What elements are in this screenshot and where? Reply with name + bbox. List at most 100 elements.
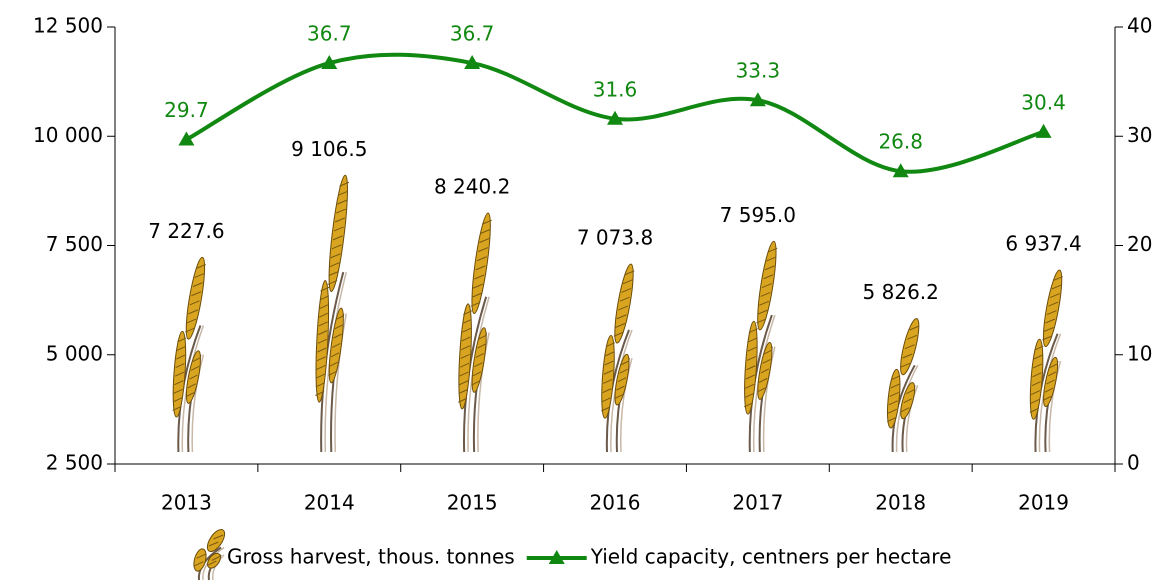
wheat-grain (194, 561, 204, 567)
wheat-grain (316, 356, 327, 362)
data-label: 36.7 (450, 22, 495, 46)
wheat-ear (328, 174, 348, 293)
bar (315, 174, 350, 453)
wheat-grain (619, 368, 628, 374)
wheat-ear (206, 528, 226, 553)
wheat-grain (745, 374, 755, 380)
wheat-grain (173, 388, 183, 394)
wheat-grain (471, 292, 482, 298)
wheat-grain (886, 417, 897, 423)
data-label: 9 106.5 (291, 137, 367, 161)
wheat-grain (615, 323, 626, 328)
wheat-grain (194, 273, 205, 279)
wheat-grain (760, 291, 771, 297)
wheat-ear (614, 263, 634, 344)
wheat-stalk (334, 313, 348, 453)
wheat-grain (621, 360, 630, 366)
wheat-grain (748, 328, 758, 334)
data-label: 7 595.0 (720, 203, 796, 227)
wheat-ear (471, 212, 491, 314)
wheat-grain (1032, 372, 1042, 378)
wheat-ear (471, 327, 487, 393)
marker (1035, 123, 1052, 138)
wheat-grain (1048, 301, 1059, 307)
wheat-grain (616, 385, 625, 391)
y-tick-label: 7 500 (46, 232, 103, 256)
wheat-grain (481, 219, 492, 225)
wheat-grain (476, 256, 487, 262)
wheat-grain (760, 368, 770, 374)
wheat-grain (330, 253, 341, 259)
data-label: 29.7 (164, 98, 209, 122)
marker (178, 131, 195, 146)
wheat-grain (1051, 284, 1062, 290)
y-tick-label: 5 000 (46, 341, 103, 365)
wheat-grain (319, 304, 329, 309)
wheat-grain (616, 314, 627, 320)
x-tick-label: 2017 (732, 491, 783, 515)
wheat-grain (315, 373, 326, 379)
wheat-grain (890, 383, 900, 389)
wheat-grain (756, 318, 767, 324)
wheat-ear (207, 552, 221, 569)
wheat-grain (605, 342, 615, 348)
wheat-grain (184, 327, 195, 333)
x-tick-label: 2019 (1018, 491, 1069, 515)
wheat-grain (472, 371, 482, 377)
wheat-grain (317, 338, 327, 344)
wheat-grain (604, 360, 614, 366)
wheat-grain (460, 362, 470, 368)
wheat-grain (761, 283, 772, 289)
marker (464, 55, 481, 70)
wheat-grain (478, 334, 487, 340)
wheat-grain (319, 295, 330, 301)
marker (321, 55, 338, 70)
wheat-grain (196, 553, 206, 559)
wheat-grain (617, 377, 627, 383)
wheat-grain (459, 380, 469, 386)
wheat-grain (192, 282, 203, 288)
y-tick-label: 2 500 (46, 451, 103, 475)
wheat-grain (903, 398, 912, 404)
wheat-grain (1032, 363, 1043, 369)
wheat-grain (619, 296, 630, 302)
wheat-grain (333, 333, 342, 339)
bar (458, 212, 492, 453)
wheat-grain (173, 397, 183, 403)
wheat-grain (763, 349, 773, 355)
wheat-grain (459, 371, 469, 377)
x-tick-label: 2015 (447, 491, 498, 515)
wheat-grain (318, 321, 328, 327)
wheat-grain (190, 365, 200, 371)
wheat-grain (329, 361, 339, 367)
data-label: 26.8 (878, 130, 923, 154)
wheat-grain (1043, 395, 1052, 401)
wheat-grain (213, 534, 224, 540)
wheat-ear (1029, 338, 1044, 420)
legend-label: Yield capacity, centners per hectare (590, 545, 952, 569)
wheat-grain (766, 256, 777, 262)
wheat-grain (475, 265, 486, 271)
wheat-grain (462, 318, 472, 324)
wheat-grain (195, 264, 206, 269)
wheat-grain (176, 346, 186, 351)
wheat-grain (887, 408, 898, 414)
wheat-grain (902, 353, 913, 359)
wheat-grain (174, 380, 184, 386)
wheat-grain (891, 375, 901, 381)
wheat-grain (622, 279, 633, 285)
wheat-grain (621, 287, 632, 293)
wheat-grain (332, 235, 343, 241)
wheat-stalk (620, 357, 633, 453)
bar (172, 256, 206, 453)
wheat-grain (1030, 399, 1040, 404)
data-label: 7 227.6 (148, 219, 224, 243)
wheat-grain (746, 365, 756, 371)
wheat-grain (1031, 381, 1041, 387)
wheat-grain (480, 228, 491, 234)
wheat-stalk (762, 346, 776, 453)
wheat-grain (337, 199, 348, 205)
wheat-grain (1033, 354, 1043, 360)
wheat-grain (315, 391, 325, 396)
wheat-grain (477, 343, 486, 349)
